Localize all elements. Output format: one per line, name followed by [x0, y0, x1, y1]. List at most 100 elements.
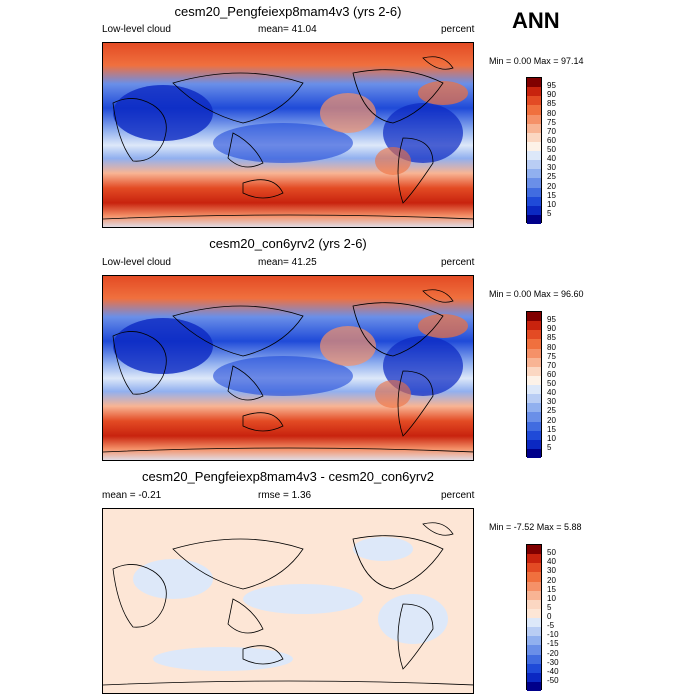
- colorbar-swatch: [527, 421, 541, 431]
- colorbar-tick-label: 10: [547, 433, 556, 443]
- colorbar-swatch: [527, 590, 541, 600]
- colorbar-tick-label: 85: [547, 99, 556, 109]
- colorbar-swatch: [527, 87, 541, 97]
- colorbar-tick-label: 75: [547, 117, 556, 127]
- colorbar-swatch: [527, 394, 541, 404]
- colorbar-swatch: [527, 581, 541, 591]
- colorbar-swatch: [527, 430, 541, 440]
- colorbar-tick-label: 90: [547, 90, 556, 100]
- colorbar-swatch: [527, 141, 541, 151]
- colorbar-tick-label: 10: [547, 593, 556, 603]
- colorbar-swatch: [527, 321, 541, 331]
- panel-1-left-label: Low-level cloud: [102, 24, 171, 35]
- panel-3-minmax: Min = -7.52 Max = 5.88: [489, 522, 582, 532]
- colorbar-tick-label: -5: [547, 621, 555, 631]
- colorbar-tick-label: 40: [547, 557, 556, 567]
- panel-3-rmse: rmse = 1.36: [258, 490, 312, 501]
- panel-2-title: cesm20_con6yrv2 (yrs 2-6): [209, 236, 367, 251]
- colorbar-swatch: [527, 330, 541, 340]
- colorbar-swatch: [527, 187, 541, 197]
- colorbar-swatch: [527, 554, 541, 564]
- panel-3-title: cesm20_Pengfeiexp8mam4v3 - cesm20_con6yr…: [142, 469, 434, 484]
- colorbar-swatch: [527, 196, 541, 206]
- colorbar-swatch: [527, 608, 541, 618]
- colorbar-swatch: [527, 618, 541, 628]
- colorbar-swatch: [527, 178, 541, 188]
- colorbar-tick-label: 25: [547, 172, 556, 182]
- colorbar-swatch: [527, 312, 541, 322]
- colorbar-tick-label: 20: [547, 575, 556, 585]
- colorbar-tick-label: 30: [547, 163, 556, 173]
- colorbar-tick-label: -15: [547, 639, 559, 649]
- colorbar-tick-label: 20: [547, 181, 556, 191]
- colorbar-tick-label: 5: [547, 602, 552, 612]
- colorbar-tick-label: 10: [547, 199, 556, 209]
- colorbar-tick-label: -40: [547, 666, 559, 676]
- colorbar-swatch: [527, 439, 541, 449]
- colorbar-swatch: [527, 160, 541, 170]
- colorbar-swatch: [527, 572, 541, 582]
- colorbar-tick-label: 70: [547, 360, 556, 370]
- panel-2-map: [102, 275, 474, 461]
- colorbar-swatch: [527, 599, 541, 609]
- panel-1-map: [102, 42, 474, 228]
- colorbar-swatch: [527, 545, 541, 555]
- colorbar-tick-label: 15: [547, 584, 556, 594]
- panel-1-minmax: Min = 0.00 Max = 97.14: [489, 56, 584, 66]
- panel-1-units: percent: [441, 24, 475, 35]
- colorbar-swatch: [527, 403, 541, 413]
- colorbar-tick-label: 20: [547, 415, 556, 425]
- colorbar-tick-label: 40: [547, 154, 556, 164]
- colorbar-tick-label: 50: [547, 548, 556, 558]
- colorbar-tick-label: 30: [547, 397, 556, 407]
- colorbar-swatch: [527, 412, 541, 422]
- panel-3-mean: mean = -0.21: [102, 490, 162, 501]
- colorbar-swatch: [527, 681, 541, 691]
- colorbar-swatch: [527, 448, 541, 458]
- colorbar-tick-label: 15: [547, 190, 556, 200]
- colorbar-swatch: [527, 654, 541, 664]
- panel-1-mean: mean= 41.04: [258, 24, 317, 35]
- colorbar-swatch: [527, 645, 541, 655]
- panel-3-colorbar: [526, 544, 542, 691]
- colorbar-swatch: [527, 348, 541, 358]
- colorbar-tick-label: 85: [547, 333, 556, 343]
- panel-2-left-label: Low-level cloud: [102, 257, 171, 268]
- colorbar-tick-label: -20: [547, 648, 559, 658]
- colorbar-swatch: [527, 123, 541, 133]
- colorbar-tick-label: 0: [547, 612, 552, 621]
- panel-2-minmax: Min = 0.00 Max = 96.60: [489, 289, 584, 299]
- colorbar-tick-label: -50: [547, 675, 559, 685]
- colorbar-swatch: [527, 663, 541, 673]
- colorbar-tick-label: 75: [547, 351, 556, 361]
- colorbar-swatch: [527, 563, 541, 573]
- colorbar-tick-label: 90: [547, 324, 556, 334]
- panel-2-colorbar: [526, 311, 542, 458]
- colorbar-tick-label: 60: [547, 369, 556, 379]
- panel-2-mean: mean= 41.25: [258, 257, 317, 268]
- colorbar-tick-label: 95: [547, 81, 556, 91]
- colorbar-tick-label: 25: [547, 406, 556, 416]
- colorbar-swatch: [527, 78, 541, 88]
- colorbar-tick-label: 30: [547, 566, 556, 576]
- colorbar-tick-label: 60: [547, 135, 556, 145]
- colorbar-swatch: [527, 627, 541, 637]
- colorbar-swatch: [527, 385, 541, 395]
- colorbar-tick-label: 80: [547, 108, 556, 118]
- colorbar-swatch: [527, 214, 541, 224]
- colorbar-tick-label: 70: [547, 126, 556, 136]
- panel-1-title: cesm20_Pengfeiexp8mam4v3 (yrs 2-6): [174, 4, 402, 19]
- colorbar-tick-label: 15: [547, 424, 556, 434]
- colorbar-tick-label: 5: [547, 442, 552, 452]
- colorbar-swatch: [527, 357, 541, 367]
- colorbar-swatch: [527, 169, 541, 179]
- colorbar-swatch: [527, 132, 541, 142]
- colorbar-tick-label: 40: [547, 388, 556, 398]
- panel-3-units: percent: [441, 490, 475, 501]
- colorbar-swatch: [527, 366, 541, 376]
- colorbar-tick-label: 50: [547, 145, 556, 154]
- season-label: ANN: [512, 8, 560, 33]
- panel-1-colorbar: [526, 77, 542, 224]
- colorbar-swatch: [527, 636, 541, 646]
- colorbar-tick-label: 50: [547, 379, 556, 388]
